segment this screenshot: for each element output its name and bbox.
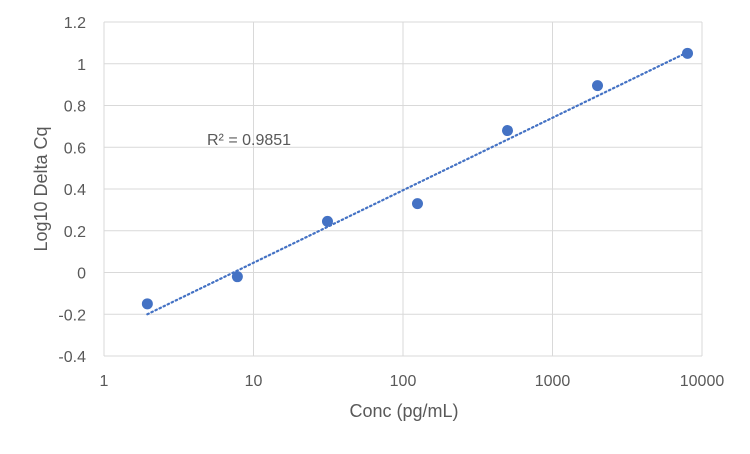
x-tick-label: 1000 — [535, 373, 571, 390]
r-squared-annotation: R² = 0.9851 — [207, 132, 291, 149]
trendline — [146, 51, 689, 316]
y-tick-label: -0.4 — [58, 349, 86, 366]
data-point — [682, 47, 694, 59]
x-tick-label: 10000 — [680, 373, 725, 390]
y-tick-labels: -0.4 -0.2 0 0.2 0.4 0.6 0.8 1 1.2 — [58, 15, 86, 366]
data-point — [141, 298, 153, 310]
data-points — [141, 47, 694, 310]
trendline-group — [146, 51, 689, 316]
data-point — [321, 215, 333, 227]
y-tick-label: 0.4 — [64, 182, 86, 199]
data-point — [231, 271, 243, 283]
data-point — [592, 80, 604, 92]
x-tick-label: 100 — [390, 373, 417, 390]
y-axis-title: Log10 Delta Cq — [31, 126, 51, 251]
y-tick-label: 0.8 — [64, 99, 86, 116]
data-point — [501, 125, 513, 137]
y-tick-label: 0.6 — [64, 140, 86, 157]
y-tick-label: 1 — [77, 57, 86, 74]
x-tick-labels: 1 10 100 1000 10000 — [100, 373, 725, 390]
y-tick-label: 1.2 — [64, 15, 86, 32]
y-tick-label: 0.2 — [64, 224, 86, 241]
data-point — [411, 198, 423, 210]
y-tick-label: -0.2 — [58, 307, 86, 324]
x-axis-title: Conc (pg/mL) — [349, 401, 458, 421]
x-tick-label: 10 — [245, 373, 263, 390]
x-tick-label: 1 — [100, 373, 109, 390]
y-tick-label: 0 — [77, 266, 86, 283]
gridlines — [103, 21, 703, 357]
